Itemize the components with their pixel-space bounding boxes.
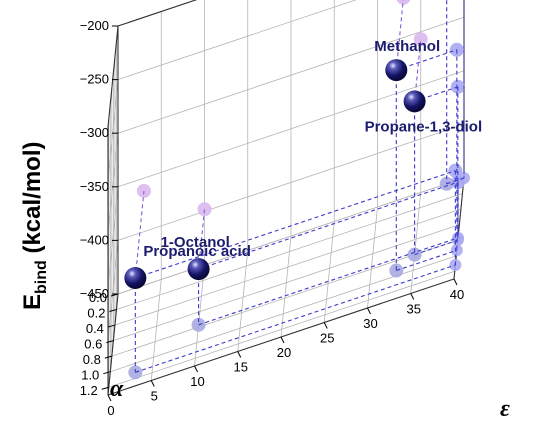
y-tick-mark [237,351,242,358]
grid-line [117,124,465,241]
z-tick-label: −250 [80,72,109,87]
floor-line [198,237,459,326]
data-point [187,258,210,281]
y-tick-mark [410,293,415,300]
projection-line [134,190,145,279]
y-tick-mark [280,336,285,344]
projection-line [395,0,404,71]
y-tick-label: 35 [407,302,421,317]
z-tick-label: −400 [80,232,109,247]
y-tick-label: 10 [190,374,204,389]
x-tick-label: 0.6 [84,337,102,352]
z-tick-label: −450 [80,286,109,301]
point-label: Propanoic acid [143,243,251,260]
y-tick-label: 25 [320,331,334,346]
data-point [385,59,408,82]
z-tick-label: −200 [80,18,109,33]
x-tick-mark [109,309,117,313]
x-tick-label: 0.8 [83,352,101,367]
points-layer [124,59,426,289]
x-axis-title: α [110,376,124,402]
labels-layer: DMFMethanolPropane-1,3-diol1-OctanolProp… [143,38,483,260]
axes-layer: −200−250−300−350−400−4500.00.20.40.60.81… [80,0,465,418]
y-tick-mark [323,322,328,329]
grid-line [323,221,335,323]
y-tick-mark [453,278,458,286]
grid-line [107,133,119,235]
y-tick-label: 20 [277,345,291,360]
y-axis-title: ε [500,396,510,422]
axis-edge [107,25,119,128]
projection-marker [197,202,212,217]
projection-marker [396,0,411,5]
grid-line [107,240,119,342]
grid-line [280,235,292,338]
x-tick-label: 0.0 [89,290,107,305]
grid-line [117,70,465,188]
floor-line [414,239,459,256]
floor-line [396,249,458,272]
y-tick-mark [150,380,155,387]
y-tick-label: 5 [151,389,158,404]
guide-lines-layer [134,0,465,373]
axis-edge [117,0,198,27]
z-axis-title: Ebind (kcal/mol) [19,142,50,310]
grid-line [150,279,162,381]
y-tick-mark [194,365,198,373]
z-tick-label: −300 [80,125,109,140]
projection-line [198,181,459,270]
grid-line [194,264,205,367]
data-point [403,90,426,113]
x-tick-label: 0.4 [86,321,104,336]
projection-marker [413,32,428,47]
x-tick-label: 0.2 [87,306,105,321]
x-tick-mark [107,324,116,328]
grid-line [107,79,119,181]
point-label: Methanol [374,38,440,55]
x-tick-mark [110,293,119,297]
x-tick-label: 1.2 [80,383,98,398]
z-tick-label: −350 [80,179,109,194]
grid-line [410,192,422,294]
projection-line [135,170,456,279]
grid-line [117,16,465,134]
axis-edge [107,293,119,396]
floor-line [135,264,456,373]
x-tick-mark [106,340,114,344]
y-tick-label: 0 [107,403,114,418]
grid-line [117,0,357,80]
y-tick-label: 15 [234,360,248,375]
y-tick-label: 40 [450,287,464,302]
grid-layer [107,0,465,396]
projection-layer [128,0,470,380]
grid-line [237,250,249,352]
point-label: 1-Octanol [161,234,230,251]
x-tick-label: 1.0 [81,368,99,383]
y-tick-label: 30 [363,316,377,331]
data-point [124,266,147,289]
y-tick-mark [367,307,371,315]
x-tick-mark [103,371,111,375]
grid-line [107,186,119,288]
y-tick-mark [107,394,112,402]
point-label: Propane-1,3-diol [365,118,483,135]
x-tick-mark [104,355,112,359]
x-tick-mark [101,386,109,390]
grid-line [367,206,378,309]
